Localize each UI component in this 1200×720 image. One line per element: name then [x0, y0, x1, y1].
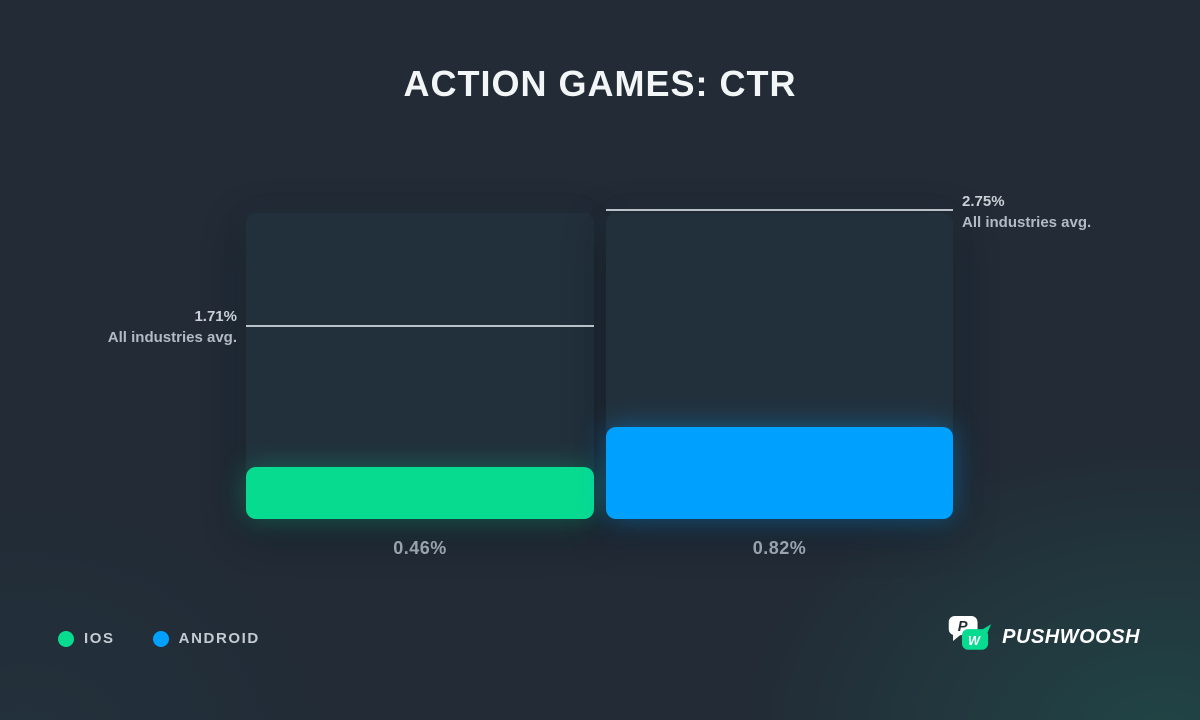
brand-name: PUSHWOOSH: [1002, 626, 1140, 648]
avg-line-ios: [246, 325, 594, 327]
bar-column-ios: 0.46%: [246, 213, 594, 558]
bar-column-android: 0.82%: [606, 209, 953, 558]
logo-letter-p: P: [958, 619, 968, 635]
avg-value-ios: 1.71%: [194, 308, 237, 325]
ios-dot-icon: [58, 630, 74, 647]
legend-item-android: ANDROID: [152, 630, 260, 647]
bar-value-ios: 0.46%: [393, 538, 447, 558]
chart-title: ACTION GAMES: CTR: [403, 63, 797, 104]
bar-ios: [246, 467, 594, 519]
android-dot-icon: [152, 630, 169, 647]
avg-line-android: [606, 209, 953, 211]
legend-label-ios: IOS: [84, 630, 115, 647]
avg-annotation-ios: 1.71% All industries avg.: [0, 306, 237, 348]
pushwoosh-logo-icon: P W: [948, 615, 992, 650]
logo-letter-w: W: [968, 633, 981, 648]
avg-value-android: 2.75%: [962, 193, 1005, 210]
bar-value-android: 0.82%: [752, 538, 807, 558]
avg-annotation-android: 2.75% All industries avg.: [962, 191, 1172, 233]
legend-label-android: ANDROID: [178, 630, 260, 647]
pushwoosh-logo: P W PUSHWOOSH: [946, 614, 1140, 661]
bar-android: [606, 427, 953, 519]
legend-item-ios: IOS: [58, 630, 115, 647]
logo-bubble-w-icon: [962, 624, 992, 650]
avg-text-ios: All industries avg.: [107, 329, 237, 346]
avg-text-android: All industries avg.: [962, 214, 1092, 231]
legend: IOS ANDROID: [58, 630, 260, 647]
